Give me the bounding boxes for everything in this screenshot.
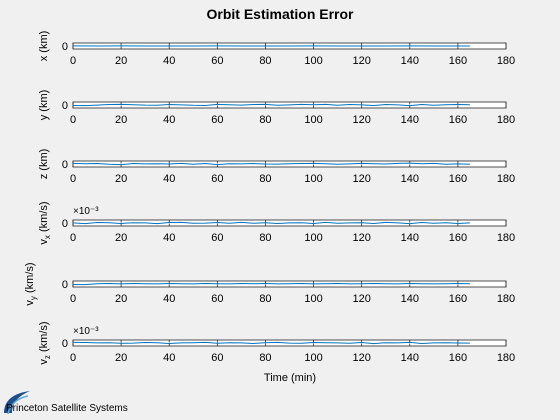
x-tick-label: 80 <box>259 55 271 67</box>
y-axis-label: vz (km/s) <box>38 321 52 364</box>
x-tick-label: 100 <box>304 232 322 244</box>
x-tick-label: 160 <box>449 55 467 67</box>
x-tick-label: 80 <box>259 352 271 364</box>
x-tick-label: 60 <box>211 293 223 305</box>
subplot-3: 0 20 40 60 80 100 120 140 160 180 0 z (km) <box>38 149 515 185</box>
x-tick-label: 40 <box>163 173 175 185</box>
x-tick-label: 180 <box>497 114 515 126</box>
error-series-line <box>72 162 470 166</box>
x-axis-label: Time (min) <box>264 372 316 384</box>
y-tick-label: 0 <box>62 100 68 112</box>
x-tick-label: 100 <box>304 352 322 364</box>
princeton-satellite-systems-logo: Princeton Satellite Systems <box>4 391 128 415</box>
x-tick-label: 120 <box>352 114 370 126</box>
x-tick-label: 180 <box>497 293 515 305</box>
x-tick-label: 100 <box>304 55 322 67</box>
x-tick-label: 160 <box>449 232 467 244</box>
x-tick-label: 160 <box>449 293 467 305</box>
x-tick-label: 140 <box>401 114 419 126</box>
subplot-6: 0 20 40 60 80 100 120 140 160 180 0 ×10⁻³ vz (km/s) <box>38 321 515 364</box>
x-tick-label: 60 <box>211 352 223 364</box>
subplot-5: 0 20 40 60 80 100 120 140 160 180 0 vy (km/s) <box>24 262 515 305</box>
subplot-stack: 0 20 40 60 80 100 120 140 160 180 0 x (km) 0 20 40 60 80… <box>24 31 515 365</box>
x-tick-label: 60 <box>211 55 223 67</box>
subplot-1: 0 20 40 60 80 100 120 140 160 180 0 x (km) <box>38 31 515 67</box>
x-tick-label: 40 <box>163 293 175 305</box>
error-series-line <box>72 103 470 107</box>
x-tick-label: 100 <box>304 114 322 126</box>
x-tick-label: 180 <box>497 232 515 244</box>
x-tick-label: 80 <box>259 114 271 126</box>
subplot-2: 0 20 40 60 80 100 120 140 160 180 0 y (km) <box>38 90 515 126</box>
x-tick-label: 20 <box>115 173 127 185</box>
x-tick-label: 120 <box>352 173 370 185</box>
x-tick-label: 100 <box>304 173 322 185</box>
x-tick-label: 160 <box>449 173 467 185</box>
x-tick-label: 80 <box>259 232 271 244</box>
brand-name: Princeton Satellite Systems <box>6 403 128 414</box>
x-tick-label: 160 <box>449 352 467 364</box>
y-axis-label: vx (km/s) <box>38 201 52 244</box>
x-tick-label: 40 <box>163 55 175 67</box>
error-series-line <box>72 341 470 345</box>
y-axis-label: y (km) <box>38 90 50 121</box>
y-tick-label: 0 <box>62 279 68 291</box>
x-tick-label: 180 <box>497 55 515 67</box>
x-tick-label: 40 <box>163 352 175 364</box>
x-tick-label: 60 <box>211 114 223 126</box>
y-axis-label: z (km) <box>38 149 50 180</box>
x-tick-label: 40 <box>163 114 175 126</box>
chart-title: Orbit Estimation Error <box>206 6 354 22</box>
x-tick-label: 140 <box>401 173 419 185</box>
logo-arc-icon <box>7 395 29 415</box>
x-tick-label: 20 <box>115 55 127 67</box>
axis-multiplier: ×10⁻³ <box>73 326 99 337</box>
x-tick-label: 100 <box>304 293 322 305</box>
x-tick-label: 140 <box>401 232 419 244</box>
x-tick-label: 120 <box>352 232 370 244</box>
x-tick-label: 120 <box>352 293 370 305</box>
x-tick-label: 160 <box>449 114 467 126</box>
x-tick-label: 60 <box>211 232 223 244</box>
x-tick-label: 140 <box>401 352 419 364</box>
x-tick-label: 0 <box>70 293 76 305</box>
y-axis-label: x (km) <box>38 31 50 62</box>
x-tick-label: 20 <box>115 232 127 244</box>
y-tick-label: 0 <box>62 159 68 171</box>
x-tick-label: 0 <box>70 352 76 364</box>
x-tick-label: 180 <box>497 173 515 185</box>
x-tick-label: 20 <box>115 293 127 305</box>
x-tick-label: 80 <box>259 293 271 305</box>
subplot-4: 0 20 40 60 80 100 120 140 160 180 0 ×10⁻³ vx (km/s) <box>38 201 515 244</box>
x-tick-label: 140 <box>401 55 419 67</box>
x-tick-label: 40 <box>163 232 175 244</box>
x-tick-label: 140 <box>401 293 419 305</box>
x-tick-label: 0 <box>70 173 76 185</box>
y-tick-label: 0 <box>62 338 68 350</box>
y-axis-label: vy (km/s) <box>24 262 38 305</box>
x-tick-label: 60 <box>211 173 223 185</box>
x-tick-label: 80 <box>259 173 271 185</box>
x-tick-label: 0 <box>70 55 76 67</box>
x-tick-label: 180 <box>497 352 515 364</box>
x-tick-label: 120 <box>352 55 370 67</box>
error-series-line <box>72 283 470 286</box>
x-tick-label: 20 <box>115 352 127 364</box>
x-tick-label: 120 <box>352 352 370 364</box>
y-tick-label: 0 <box>62 41 68 53</box>
x-tick-label: 0 <box>70 232 76 244</box>
y-tick-label: 0 <box>62 218 68 230</box>
x-tick-label: 0 <box>70 114 76 126</box>
axis-multiplier: ×10⁻³ <box>73 206 99 217</box>
x-tick-label: 20 <box>115 114 127 126</box>
error-series-line <box>72 221 470 225</box>
